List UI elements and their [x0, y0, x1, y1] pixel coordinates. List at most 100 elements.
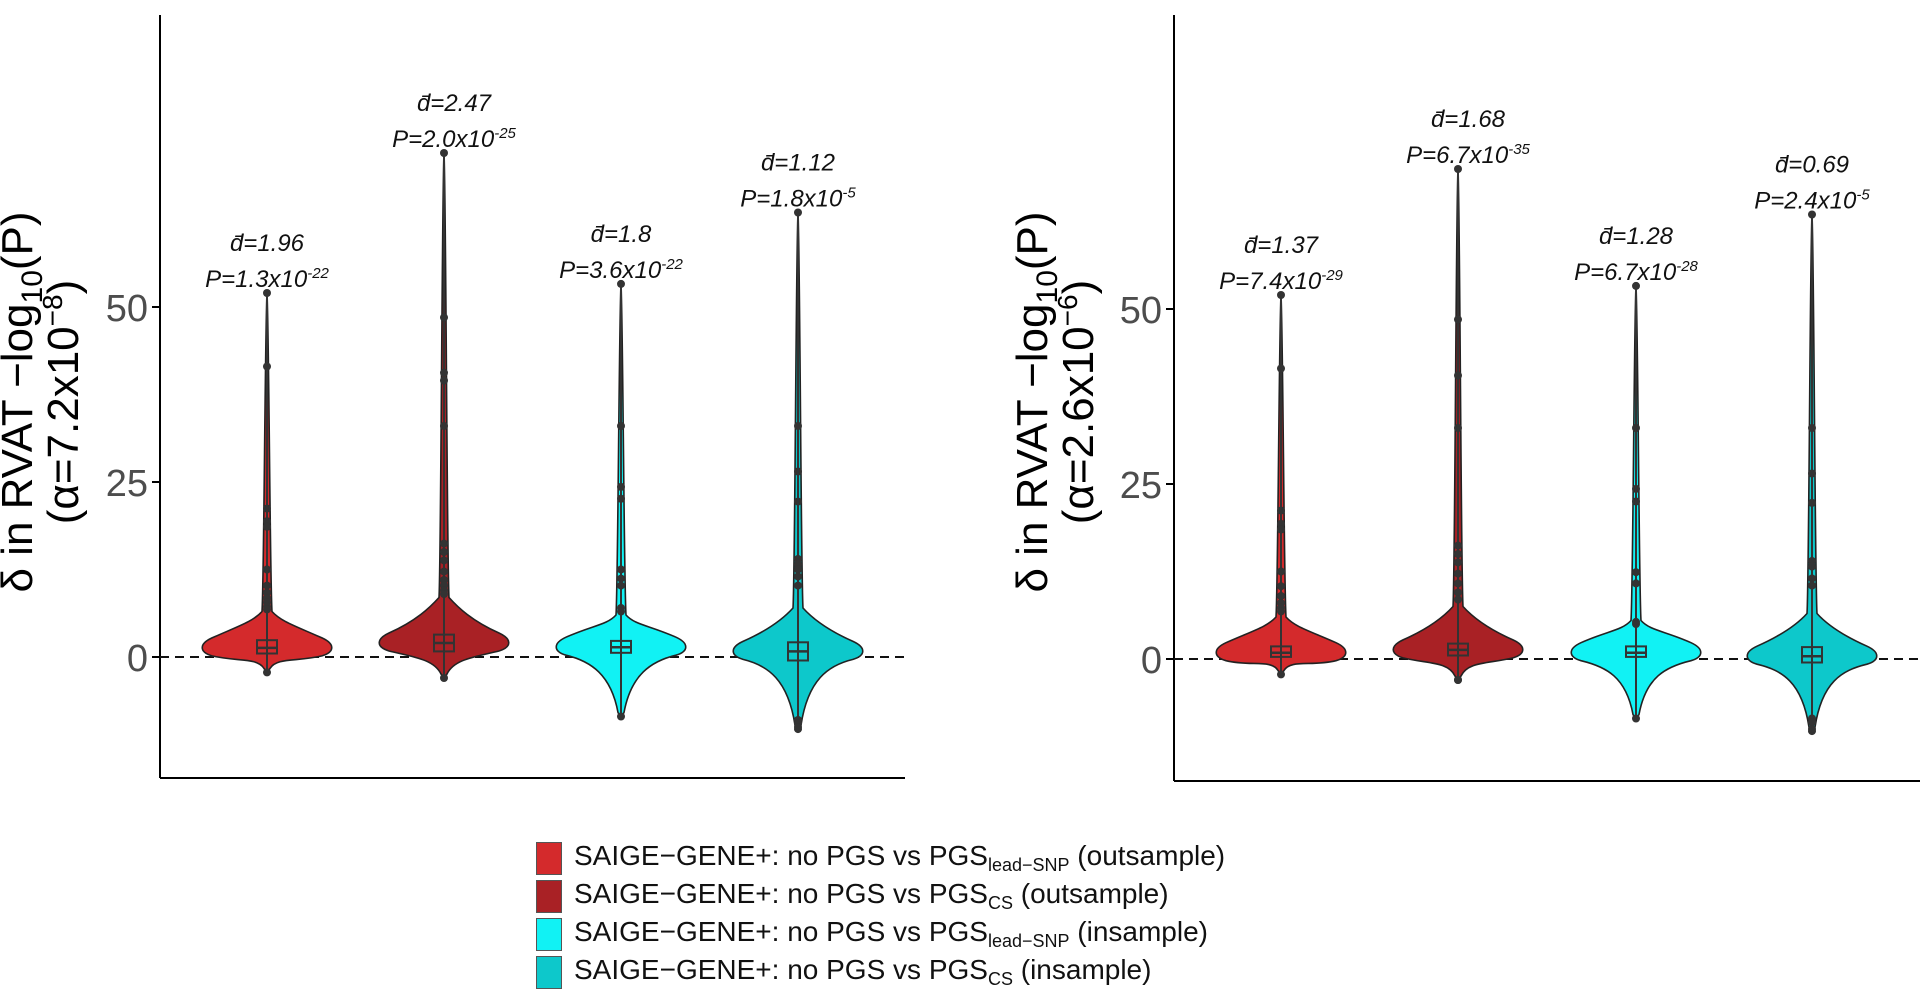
y-axis-label-line1: δ in RVAT −log10(P) [1008, 211, 1064, 592]
outlier-point [1808, 557, 1816, 565]
outlier-point [617, 422, 625, 430]
y-tick-label: 50 [106, 288, 148, 330]
y-tick-label: 25 [1120, 465, 1162, 507]
outlier-point [617, 494, 625, 503]
outlier-point [617, 607, 625, 616]
p-value-annotation: P=1.8x10-5 [740, 185, 856, 213]
effect-size-annotation: d̄=1.37 [1244, 232, 1320, 259]
y-label-close: ) [39, 280, 88, 295]
outlier-point [1808, 725, 1816, 733]
outlier-point [1632, 281, 1640, 290]
outlier-point [1808, 424, 1816, 432]
outlier-point [1808, 210, 1816, 219]
outlier-point [617, 712, 625, 721]
outlier-point [1454, 558, 1462, 567]
outlier-point [617, 565, 625, 574]
p-value-base: P=1.8x10 [740, 186, 843, 213]
p-value-annotation: P=2.0x10-25 [392, 125, 516, 153]
outlier-point [794, 422, 802, 430]
legend-label: SAIGE−GENE+: no PGS vs PGSCS (outsample) [574, 878, 1169, 913]
p-value-annotation: P=7.4x10-29 [1219, 267, 1343, 295]
legend-swatch [536, 879, 562, 913]
effect-size-annotation: d̄=1.96 [230, 230, 305, 257]
outlier-point [794, 555, 802, 563]
p-value-base: P=3.6x10 [559, 257, 662, 284]
outlier-point [263, 517, 271, 526]
p-value-base: P=2.4x10 [1754, 188, 1857, 215]
p-value-annotation: P=6.7x10-28 [1574, 258, 1698, 286]
outlier-point [440, 368, 448, 377]
y-label-subscript: 10 [1031, 270, 1064, 303]
y-label-superscript: −6 [1052, 294, 1083, 326]
p-value-base: P=7.4x10 [1219, 268, 1322, 295]
outlier-point [1454, 315, 1462, 324]
outlier-point [794, 208, 802, 217]
outlier-point [794, 497, 802, 506]
p-value-base: P=2.0x10 [392, 126, 495, 153]
outlier-point [1454, 588, 1462, 597]
outlier-point [1454, 569, 1462, 578]
p-value-exponent: -22 [661, 256, 683, 273]
y-tick-label: 0 [127, 638, 148, 680]
outlier-point [440, 149, 448, 157]
outlier-point [1454, 550, 1462, 558]
outlier-point [1632, 579, 1640, 588]
legend-item: SAIGE−GENE+: no PGS vs PGSlead−SNP (outs… [536, 839, 1225, 877]
outlier-point [1277, 592, 1285, 600]
outlier-point [1808, 581, 1816, 590]
p-value-annotation: P=2.4x10-5 [1754, 187, 1870, 215]
y-label-close: ) [1054, 280, 1103, 295]
p-value-exponent: -5 [1856, 187, 1870, 204]
outlier-point [1277, 567, 1285, 576]
outlier-point [1454, 165, 1462, 173]
p-value-exponent: -22 [307, 265, 329, 282]
y-label-alpha: (α=7.2x10 [39, 326, 88, 524]
outlier-point [263, 605, 271, 614]
outlier-point [1277, 607, 1285, 616]
outlier-point [794, 572, 802, 581]
outlier-point [1277, 525, 1285, 534]
outlier-point [1454, 676, 1462, 684]
y-axis-label-line2: (α=2.6x10−6) [1052, 280, 1103, 525]
outlier-point [1632, 484, 1640, 493]
outlier-point [1277, 670, 1285, 679]
outlier-point [440, 674, 448, 682]
effect-size-annotation: d̄=1.68 [1431, 106, 1506, 133]
outlier-point [440, 313, 448, 322]
outlier-point [1632, 620, 1640, 628]
p-value-annotation: P=6.7x10-35 [1406, 141, 1530, 169]
outlier-point [1277, 582, 1285, 591]
p-value-base: P=6.7x10 [1574, 259, 1677, 286]
outlier-point [440, 539, 448, 548]
outlier-point [617, 581, 625, 590]
outlier-point [1808, 574, 1816, 583]
legend-item: SAIGE−GENE+: no PGS vs PGSlead−SNP (insa… [536, 915, 1225, 953]
y-tick-label: 0 [1141, 640, 1162, 682]
legend: SAIGE−GENE+: no PGS vs PGSlead−SNP (outs… [536, 839, 1225, 991]
outlier-point [794, 565, 802, 574]
y-axis-label: δ in RVAT −log10(P)(α=7.2x10−8) [0, 211, 88, 592]
p-value-annotation: P=1.3x10-22 [205, 265, 329, 293]
p-value-exponent: -25 [494, 125, 516, 142]
outlier-point [617, 279, 625, 288]
outlier-point [1632, 497, 1640, 506]
p-value-base: P=6.7x10 [1406, 142, 1509, 169]
outlier-point [1454, 424, 1462, 432]
outlier-point [263, 522, 271, 531]
legend-item: SAIGE−GENE+: no PGS vs PGSCS (insample) [536, 953, 1225, 991]
legend-swatch [536, 917, 562, 951]
legend-label: SAIGE−GENE+: no PGS vs PGSCS (insample) [574, 954, 1152, 989]
y-label-text-end: (P) [1008, 211, 1057, 270]
legend-label: SAIGE−GENE+: no PGS vs PGSlead−SNP (outs… [574, 840, 1226, 875]
outlier-point [1808, 562, 1816, 571]
outlier-point [440, 556, 448, 565]
legend-label: SAIGE−GENE+: no PGS vs PGSlead−SNP (insa… [574, 916, 1208, 951]
outlier-point [263, 581, 271, 590]
y-axis-label-line1: δ in RVAT −log10(P) [0, 211, 49, 592]
legend-item: SAIGE−GENE+: no PGS vs PGSCS (outsample) [536, 877, 1225, 915]
p-value-annotation: P=3.6x10-22 [559, 256, 683, 284]
outlier-point [617, 574, 625, 583]
p-value-exponent: -28 [1676, 258, 1698, 275]
outlier-point [1454, 371, 1462, 380]
